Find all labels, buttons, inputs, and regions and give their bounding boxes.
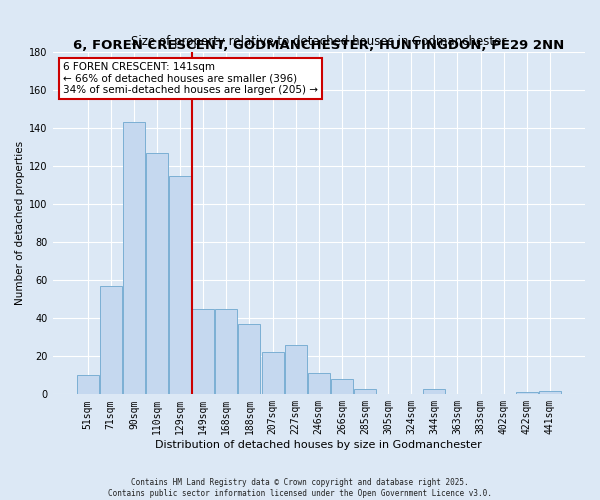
Bar <box>215 308 238 394</box>
Bar <box>354 388 376 394</box>
Bar <box>123 122 145 394</box>
Bar <box>308 374 330 394</box>
Bar <box>77 376 98 394</box>
Text: 6 FOREN CRESCENT: 141sqm
← 66% of detached houses are smaller (396)
34% of semi-: 6 FOREN CRESCENT: 141sqm ← 66% of detach… <box>63 62 318 96</box>
Y-axis label: Number of detached properties: Number of detached properties <box>15 141 25 305</box>
Bar <box>539 390 561 394</box>
Bar <box>146 152 168 394</box>
Bar <box>169 176 191 394</box>
Bar <box>100 286 122 395</box>
Text: Contains HM Land Registry data © Crown copyright and database right 2025.
Contai: Contains HM Land Registry data © Crown c… <box>108 478 492 498</box>
Bar <box>192 308 214 394</box>
Bar <box>424 388 445 394</box>
Text: Size of property relative to detached houses in Godmanchester: Size of property relative to detached ho… <box>131 36 506 49</box>
X-axis label: Distribution of detached houses by size in Godmanchester: Distribution of detached houses by size … <box>155 440 482 450</box>
Bar <box>331 379 353 394</box>
Bar <box>284 345 307 395</box>
Bar <box>262 352 284 395</box>
Title: 6, FOREN CRESCENT, GODMANCHESTER, HUNTINGDON, PE29 2NN: 6, FOREN CRESCENT, GODMANCHESTER, HUNTIN… <box>73 39 565 52</box>
Bar <box>238 324 260 394</box>
Bar <box>516 392 538 394</box>
